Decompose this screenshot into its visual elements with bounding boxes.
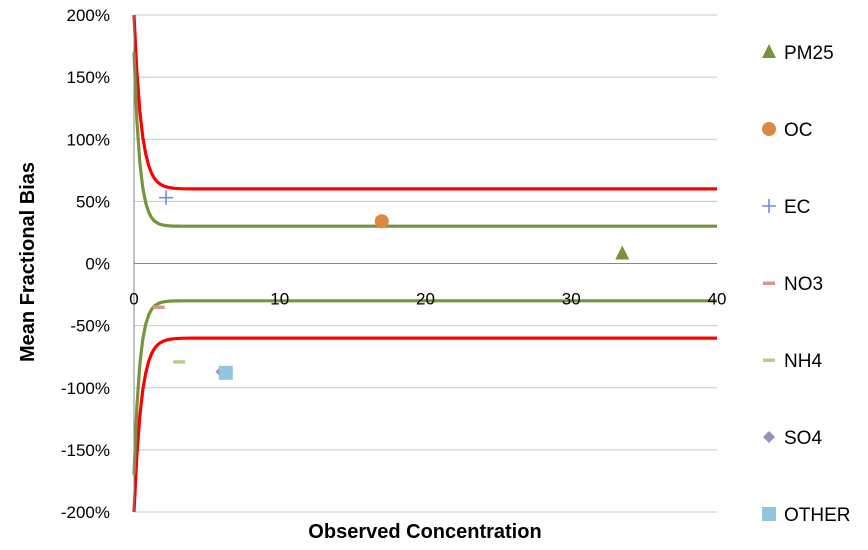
legend-label-no3: NO3: [784, 274, 823, 295]
legend-label-ec: EC: [784, 197, 810, 218]
x-tick-label: 30: [562, 290, 581, 309]
legend-marker-other: [762, 507, 776, 521]
criteria-curve: [132, 52, 717, 228]
y-tick-label: 200%: [67, 6, 110, 25]
data-points: [152, 190, 630, 380]
x-tick-label: 10: [270, 290, 289, 309]
x-tick-label: 0: [129, 290, 138, 309]
y-tick-label: -150%: [61, 441, 110, 460]
point-no3: [152, 305, 165, 309]
axes: 200% 150% 100% 50% 0% -50% -100% -150% -200% 0 10 2…: [61, 6, 727, 522]
legend-marker-nh4: [763, 358, 775, 362]
criteria-curve: [132, 336, 717, 513]
legend-marker-ec: [762, 199, 776, 213]
y-tick-label: -100%: [61, 379, 110, 398]
y-tick-label: 50%: [76, 192, 110, 211]
y-tick-label: 100%: [67, 130, 110, 149]
legend-label-pm25: PM25: [784, 43, 834, 64]
legend-marker-pm25: [762, 44, 776, 58]
legend-marker-no3: [763, 281, 775, 285]
y-tick-label: -50%: [70, 317, 110, 336]
y-axis-title: Mean Fractional Bias: [17, 162, 39, 362]
y-tick-label: -200%: [61, 503, 110, 522]
y-tick-label: 0%: [85, 255, 110, 274]
legend-label-so4: SO4: [784, 428, 822, 449]
x-axis-title: Observed Concentration: [308, 521, 541, 543]
legend: PM25 OC EC NO3 NH4 SO4 OTHER: [762, 43, 851, 526]
point-ec: [159, 190, 174, 205]
x-tick-label: 20: [416, 290, 435, 309]
legend-marker-so4: [763, 431, 775, 443]
legend-marker-oc: [762, 122, 776, 136]
legend-label-oc: OC: [784, 120, 813, 141]
legend-label-nh4: NH4: [784, 351, 822, 372]
x-tick-label: 40: [708, 290, 727, 309]
point-nh4: [173, 360, 186, 364]
criteria-curve: [132, 299, 717, 475]
goal-criteria-curves: [132, 14, 717, 513]
point-other: [218, 365, 233, 380]
legend-label-other: OTHER: [784, 505, 851, 526]
point-pm25: [615, 245, 630, 260]
y-tick-label: 150%: [67, 68, 110, 87]
criteria-curve: [132, 14, 717, 191]
point-oc: [374, 214, 389, 229]
